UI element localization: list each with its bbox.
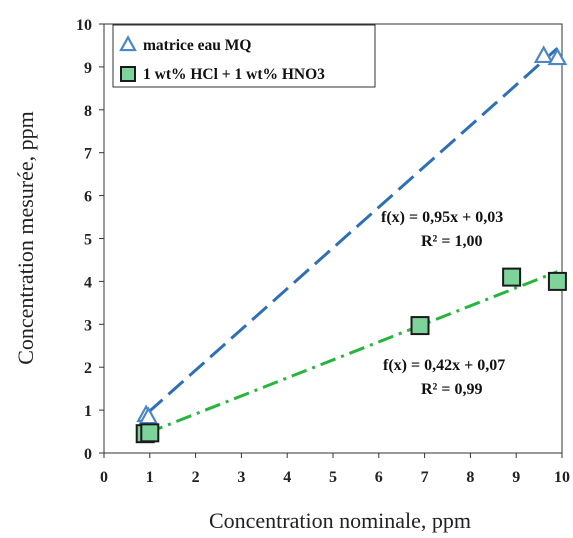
- x-tick-label: 3: [237, 469, 245, 486]
- y-tick-label: 1: [84, 403, 92, 420]
- x-tick-label: 10: [554, 469, 570, 486]
- y-tick-label: 2: [84, 360, 92, 377]
- legend-marker-series-1: [120, 66, 136, 82]
- fit-r2-blue: R² = 1,00: [421, 233, 482, 250]
- x-tick-label: 1: [146, 469, 154, 486]
- legend-label-series-0: matrice eau MQ: [143, 37, 251, 54]
- y-tick-label: 0: [84, 446, 92, 463]
- x-tick-label: 5: [329, 469, 337, 486]
- y-tick-label: 4: [84, 274, 92, 291]
- plot-area: 0 1 2 3 4 5 6 7 8 9 10 0 1 2 3 4 5 6 7 8 9 10: [76, 17, 570, 486]
- data-point-series-1: [502, 267, 522, 287]
- y-tick-label: 8: [84, 103, 92, 120]
- data-point-series-1: [410, 316, 430, 336]
- x-tick-label: 9: [512, 469, 520, 486]
- legend-label-series-1: 1 wt% HCl + 1 wt% HNO3: [143, 66, 325, 83]
- trendline-series-1: [146, 270, 558, 435]
- legend: matrice eau MQ 1 wt% HCl + 1 wt% HNO3: [112, 24, 376, 88]
- x-tick-label: 4: [283, 469, 291, 486]
- data-point-series-1: [547, 271, 567, 291]
- data-point-series-1: [140, 423, 160, 443]
- fit-r2-green: R² = 0,99: [421, 381, 482, 398]
- y-tick-label: 9: [84, 60, 92, 77]
- y-axis-title: Concentration mesurée, ppm: [13, 111, 38, 365]
- labels: Concentration nominale, ppm Concentratio…: [13, 111, 505, 533]
- legend-box: [112, 24, 376, 88]
- y-tick-label: 5: [84, 232, 92, 249]
- x-tick-label: 7: [421, 469, 429, 486]
- x-tick-label: 6: [375, 469, 383, 486]
- fit-equation-green: f(x) = 0,42x + 0,07: [383, 357, 505, 374]
- x-tick-label: 0: [100, 469, 108, 486]
- legend-marker-series-0: [119, 35, 137, 52]
- x-tick-label: 8: [466, 469, 474, 486]
- x-tick-label: 2: [192, 469, 200, 486]
- x-axis-title: Concentration nominale, ppm: [209, 508, 471, 533]
- y-tick-label: 7: [84, 146, 92, 163]
- fit-equation-blue: f(x) = 0,95x + 0,03: [381, 209, 503, 226]
- y-tick-label: 6: [84, 189, 92, 206]
- y-tick-label: 10: [76, 17, 92, 34]
- trendline-series-0: [146, 47, 559, 415]
- data-point-series-0: [138, 406, 159, 425]
- data-point-series-0: [533, 45, 554, 64]
- data-point-series-0: [547, 47, 568, 66]
- y-tick-label: 3: [84, 317, 92, 334]
